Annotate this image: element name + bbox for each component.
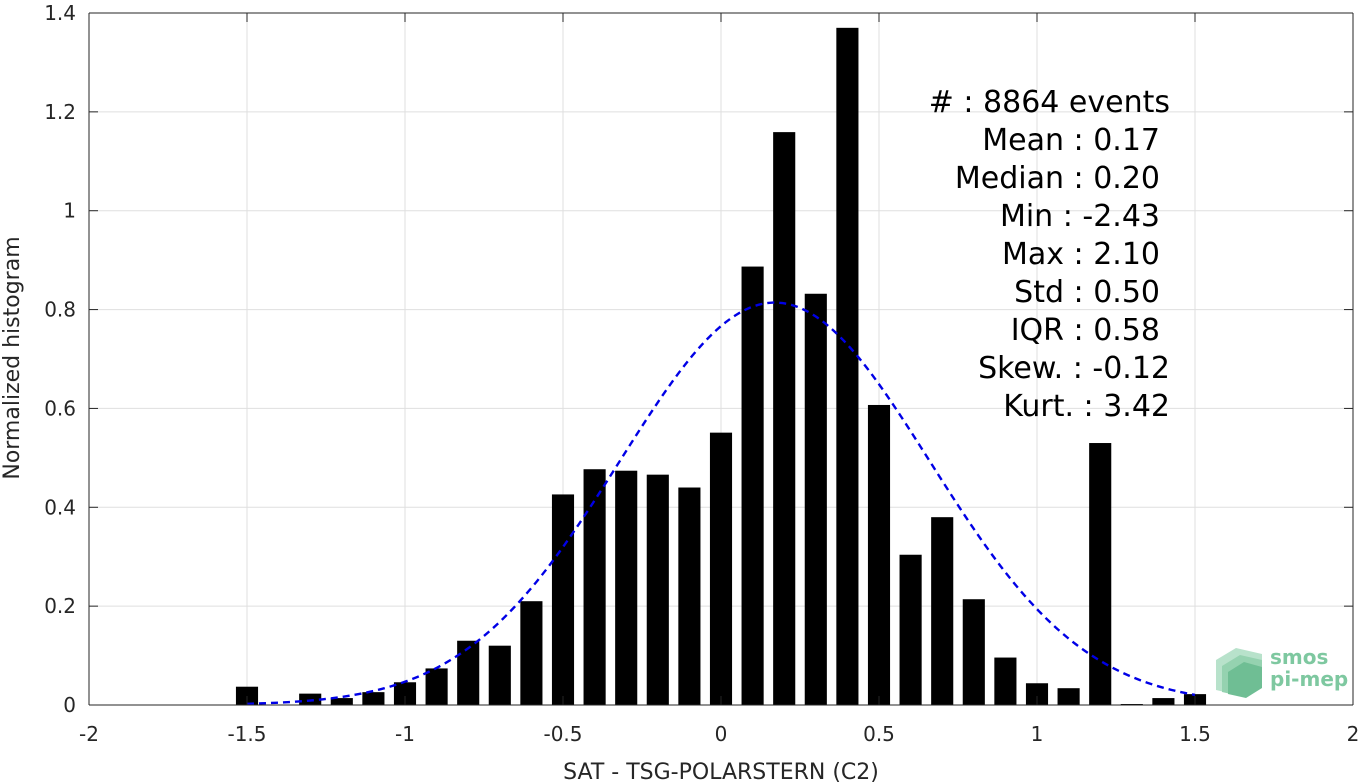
stat-line: Std : 0.50: [1014, 275, 1160, 310]
y-tick-label: 0.6: [44, 396, 76, 420]
histogram-bar: [678, 487, 701, 705]
histogram-bar: [773, 132, 796, 705]
stat-line: Kurt. : 3.42: [1003, 389, 1170, 424]
y-axis-label: Normalized histogram: [0, 236, 25, 479]
histogram-bar: [804, 293, 827, 705]
stat-line: # : 8864 events: [929, 85, 1170, 120]
y-tick-label: 1: [63, 199, 76, 223]
histogram-bar: [836, 27, 859, 706]
stat-line: IQR : 0.58: [1011, 313, 1160, 348]
x-tick-label: 0.5: [863, 722, 895, 746]
histogram-bar: [488, 645, 511, 705]
logo-mark-icon: [1216, 648, 1262, 698]
y-tick-label: 0.8: [44, 298, 76, 322]
histogram-bar: [330, 698, 353, 705]
stat-line: Skew. : -0.12: [978, 351, 1170, 386]
x-tick-label: -1.5: [227, 722, 266, 746]
histogram-bar: [994, 657, 1017, 705]
y-tick-label: 0: [63, 693, 76, 717]
normal-fit-curve: [246, 301, 1196, 705]
histogram-bar: [709, 432, 733, 705]
stat-line: Min : -2.43: [1000, 199, 1160, 234]
histogram-bar: [235, 686, 259, 705]
y-tick-labels: 0 0.2 0.4 0.6 0.8 1 1.2 1.4: [44, 1, 76, 717]
x-tick-label: -1: [395, 722, 415, 746]
histogram-bar: [962, 599, 985, 705]
x-tick-label: 0: [715, 722, 728, 746]
histogram-bar: [867, 404, 891, 705]
histogram-bar: [1057, 688, 1080, 705]
histogram-bar: [583, 469, 606, 705]
histogram-bar: [299, 693, 322, 705]
histogram-bar: [899, 554, 922, 705]
y-tick-label: 1.4: [44, 1, 76, 25]
histogram-bar: [520, 601, 543, 705]
y-tick-label: 0.2: [44, 594, 76, 618]
histogram-bar: [615, 470, 638, 705]
y-tick-label: 0.4: [44, 495, 76, 519]
histogram-bar: [425, 668, 448, 705]
stat-line: Mean : 0.17: [982, 123, 1160, 158]
histogram-bar: [393, 682, 417, 705]
logo-text-line1: smos: [1270, 645, 1328, 669]
histogram-bar: [1089, 443, 1112, 705]
histogram-bar: [1025, 683, 1049, 705]
histogram-bar: [646, 474, 669, 705]
x-axis-label: SAT - TSG-POLARSTERN (C2): [563, 760, 879, 784]
histogram-bar: [741, 266, 764, 705]
stat-line: Median : 0.20: [955, 161, 1160, 196]
histogram-bar: [457, 640, 480, 705]
histogram-bar: [362, 692, 385, 705]
x-tick-label: -0.5: [543, 722, 582, 746]
histogram-bar: [1152, 698, 1175, 705]
stat-line: Max : 2.10: [1002, 237, 1160, 272]
x-tick-label: -2: [79, 722, 99, 746]
axes-frame: [88, 12, 1354, 706]
x-tick-labels: -2 -1.5 -1 -0.5 0 0.5 1 1.5 2: [79, 722, 1359, 746]
logo-text-line2: pi-mep: [1270, 667, 1348, 691]
x-tick-label: 1: [1031, 722, 1044, 746]
smos-pi-mep-logo: smos pi-mep: [1216, 645, 1348, 698]
x-tick-label: 2: [1347, 722, 1360, 746]
y-tick-label: 1.2: [44, 100, 76, 124]
histogram-bar: [551, 494, 575, 705]
x-tick-label: 1.5: [1179, 722, 1211, 746]
histogram-bar: [931, 517, 954, 705]
